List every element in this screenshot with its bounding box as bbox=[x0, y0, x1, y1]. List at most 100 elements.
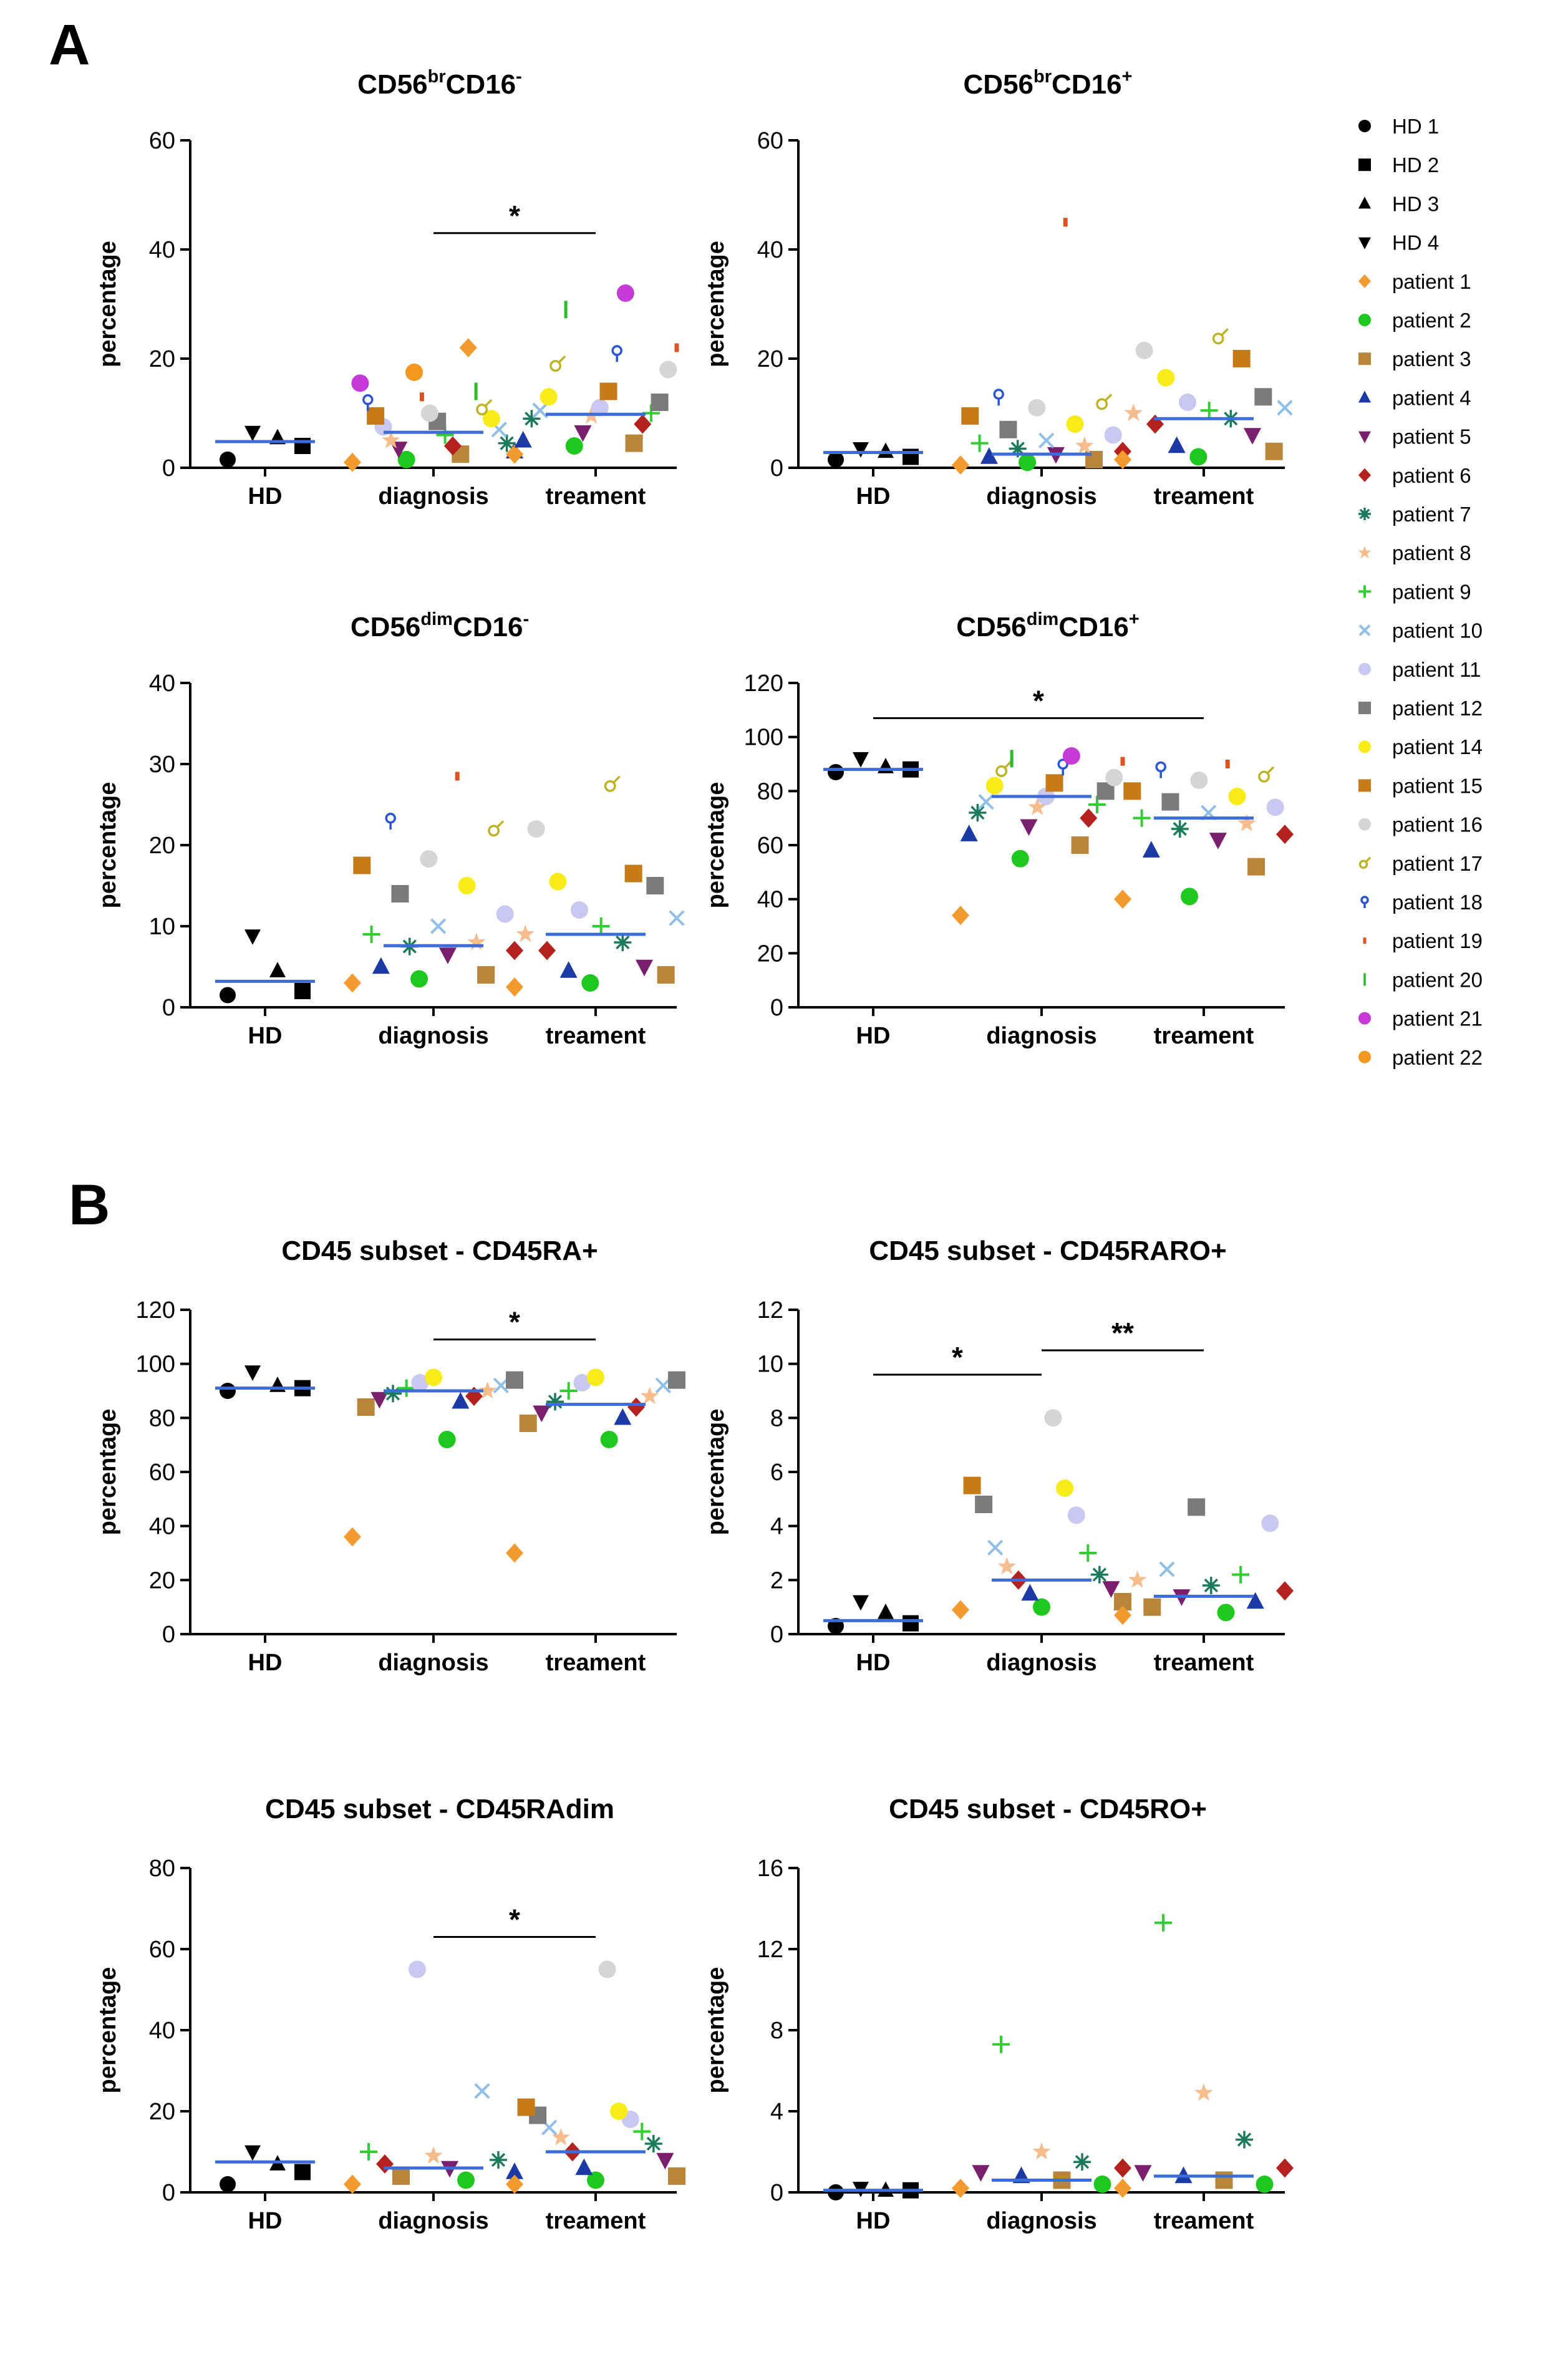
data-point bbox=[1067, 1506, 1085, 1524]
data-point bbox=[611, 345, 622, 362]
significance-label: * bbox=[509, 1306, 520, 1338]
data-point bbox=[1102, 1581, 1120, 1598]
data-point bbox=[370, 1391, 389, 1409]
data-point bbox=[559, 1382, 578, 1400]
data-point bbox=[1093, 2176, 1111, 2193]
data-point bbox=[1080, 808, 1098, 828]
data-point bbox=[978, 794, 994, 810]
legend-label: patient 17 bbox=[1392, 852, 1483, 875]
data-point bbox=[420, 850, 438, 868]
legend-label: patient 18 bbox=[1392, 891, 1483, 914]
chart-title: CD56brCD16+ bbox=[964, 67, 1133, 100]
x-category-label: HD bbox=[248, 1023, 283, 1049]
y-tick-label: 100 bbox=[136, 1352, 175, 1378]
y-tick-label: 20 bbox=[149, 833, 175, 859]
x-category-label: diagnosis bbox=[378, 483, 488, 510]
data-point bbox=[960, 825, 978, 841]
data-point bbox=[457, 2171, 475, 2189]
data-point bbox=[1236, 2131, 1253, 2149]
data-point bbox=[651, 394, 669, 411]
data-point bbox=[952, 1600, 969, 1620]
x-category-label: treament bbox=[546, 1023, 646, 1049]
data-point bbox=[1159, 1561, 1175, 1577]
data-point bbox=[674, 343, 679, 352]
data-point bbox=[1171, 820, 1189, 838]
y-tick-label: 8 bbox=[770, 1405, 783, 1431]
data-point bbox=[532, 402, 548, 419]
y-tick-label: 0 bbox=[162, 1622, 175, 1648]
x-category-label: diagnosis bbox=[986, 2208, 1096, 2234]
legend: HD 1 HD 2 HD 3 HD 4 patient 1 patient 2 patien… bbox=[1358, 115, 1483, 1069]
data-point bbox=[992, 2035, 1010, 2053]
y-tick-label: 0 bbox=[162, 995, 175, 1021]
data-point bbox=[391, 885, 409, 903]
legend-label: patient 12 bbox=[1392, 697, 1483, 720]
y-tick-label: 80 bbox=[757, 778, 783, 805]
data-point bbox=[1161, 793, 1179, 811]
x-category-label: HD bbox=[248, 483, 283, 510]
legend-marker bbox=[1358, 120, 1371, 132]
data-point bbox=[1038, 432, 1055, 448]
data-point bbox=[496, 905, 514, 923]
data-point bbox=[574, 425, 592, 442]
legend-marker bbox=[1358, 546, 1372, 559]
data-point bbox=[549, 873, 567, 891]
data-point bbox=[1114, 450, 1131, 470]
data-point bbox=[540, 388, 558, 406]
data-point bbox=[1237, 813, 1256, 831]
data-point bbox=[1021, 1584, 1039, 1601]
panel-label-b: B bbox=[69, 1173, 110, 1237]
data-point bbox=[1056, 1479, 1074, 1497]
y-tick-label: 4 bbox=[770, 1514, 783, 1540]
data-point bbox=[1179, 394, 1196, 411]
x-category-label: treament bbox=[1154, 1650, 1254, 1676]
chart-7: CD45 subset - CD45RAdim 0 20 40 60 80 percenta… bbox=[95, 1794, 685, 2234]
chart-1: CD56brCD16- 0 20 40 60 percentage HD diagnosis t… bbox=[95, 67, 679, 510]
y-axis-title: percentage bbox=[95, 1409, 121, 1536]
data-point bbox=[1143, 1598, 1161, 1616]
x-category-label: diagnosis bbox=[378, 2208, 488, 2234]
data-point bbox=[458, 877, 476, 894]
data-point bbox=[1057, 758, 1068, 776]
legend-marker bbox=[1358, 352, 1371, 365]
data-point bbox=[1096, 394, 1113, 410]
data-point bbox=[362, 926, 380, 943]
legend-label: patient 11 bbox=[1392, 658, 1481, 681]
y-tick-label: 60 bbox=[149, 1937, 175, 1963]
y-tick-label: 40 bbox=[149, 237, 175, 263]
y-axis-title: percentage bbox=[95, 782, 121, 909]
data-point bbox=[538, 941, 556, 961]
x-category-label: diagnosis bbox=[378, 1023, 488, 1049]
data-point bbox=[1157, 369, 1175, 387]
y-tick-label: 30 bbox=[149, 752, 175, 778]
data-point bbox=[1258, 766, 1275, 783]
legend-label: patient 2 bbox=[1392, 309, 1471, 332]
data-point bbox=[465, 1387, 483, 1406]
data-point bbox=[430, 918, 447, 934]
data-point bbox=[1225, 760, 1230, 768]
data-point bbox=[1265, 442, 1283, 460]
data-point bbox=[1020, 819, 1038, 836]
legend-label: patient 19 bbox=[1392, 929, 1483, 952]
data-point bbox=[975, 1496, 993, 1513]
data-point bbox=[668, 1371, 685, 1389]
data-point bbox=[614, 1408, 632, 1425]
data-point bbox=[634, 414, 652, 434]
data-point bbox=[853, 442, 869, 458]
data-point bbox=[599, 382, 617, 400]
data-point bbox=[269, 962, 286, 977]
y-axis-title: percentage bbox=[703, 782, 729, 909]
data-point bbox=[952, 455, 969, 475]
y-tick-label: 0 bbox=[770, 995, 783, 1021]
data-point bbox=[1066, 415, 1084, 433]
data-point bbox=[424, 2146, 443, 2164]
legend-label: patient 1 bbox=[1392, 270, 1471, 293]
chart-title: CD45 subset - CD45RO+ bbox=[889, 1794, 1207, 1824]
data-point bbox=[610, 2103, 628, 2120]
data-point bbox=[987, 1539, 1004, 1556]
data-point bbox=[397, 450, 415, 468]
y-tick-label: 60 bbox=[757, 833, 783, 859]
y-axis-title: percentage bbox=[95, 241, 121, 367]
data-point bbox=[961, 407, 979, 425]
data-point bbox=[655, 1377, 671, 1393]
